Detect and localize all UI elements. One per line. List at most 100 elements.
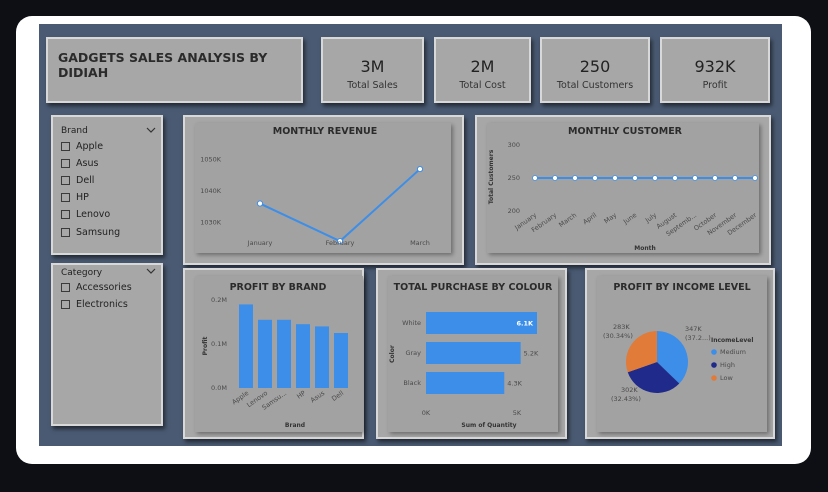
kpi-value: 932K	[694, 57, 736, 76]
profit-by-brand-chart: PROFIT BY BRAND 0.2M0.1M0.0MProfitAppleL…	[202, 282, 348, 429]
revenue-line	[259, 168, 421, 243]
profit-by-income-chart: PROFIT BY INCOME LEVEL 347K(37.2...) 283K…	[603, 282, 753, 403]
y-tick-label: 1050K	[200, 156, 222, 164]
slice-percent-label: (30.34%)	[603, 332, 633, 340]
y-tick-label: 1030K	[200, 218, 222, 226]
revenue-point	[336, 238, 344, 245]
checkbox[interactable]	[61, 193, 70, 202]
revenue-point	[256, 200, 264, 207]
dashboard-title: GADGETS SALES ANALYSIS BY DIDIAH	[58, 50, 268, 80]
customer-point	[572, 175, 578, 181]
customer-point	[732, 175, 738, 181]
purchase-by-colour-card[interactable]: TOTAL PURCHASE BY COLOUR 0K 5K Color White 6…	[376, 268, 567, 439]
slice-percent-label: (37.2...)	[685, 334, 711, 342]
chart-title: PROFIT BY BRAND	[230, 282, 327, 293]
kpi-profit[interactable]: 932K Profit	[660, 37, 770, 103]
slice-value-label: 347K	[685, 325, 702, 333]
slice-percent-label: (32.43%)	[611, 395, 641, 403]
category-label: White	[402, 319, 421, 327]
option-label: Apple	[76, 141, 104, 152]
chevron-down-icon[interactable]	[146, 266, 156, 276]
x-axis-label: Month	[634, 245, 656, 252]
brand-slicer[interactable]: Brand Apple Asus Dell HP Lenovo Samsung	[51, 115, 163, 255]
kpi-total-customers[interactable]: 250 Total Customers	[540, 37, 650, 103]
legend-label: Medium	[720, 348, 746, 356]
checkbox[interactable]	[61, 283, 70, 292]
slicer-option-dell[interactable]: Dell	[61, 175, 94, 186]
monthly-customer-chart: MONTHLY CUSTOMER 300 250 200 Total Customer…	[488, 126, 758, 252]
kpi-value: 3M	[360, 57, 385, 76]
customer-point	[612, 175, 618, 181]
legend-marker	[711, 375, 717, 381]
slice-value-label: 283K	[613, 323, 630, 331]
option-label: HP	[76, 192, 89, 203]
x-tick-label: February	[326, 239, 355, 247]
x-tick-label: HP	[295, 389, 307, 401]
x-tick-label: June	[621, 211, 638, 226]
y-tick-label: 0.1M	[211, 340, 227, 348]
option-label: Samsung	[76, 227, 121, 238]
slicer-option-electronics[interactable]: Electronics	[61, 299, 128, 310]
option-label: Lenovo	[76, 209, 111, 220]
y-tick-label: 250	[508, 174, 520, 182]
checkbox[interactable]	[61, 300, 70, 309]
data-label: 4.3K	[507, 380, 522, 388]
pie-slice	[627, 362, 680, 393]
x-axis-label: Brand	[285, 422, 305, 429]
kpi-value: 250	[579, 57, 611, 76]
kpi-label: Total Cost	[459, 80, 506, 91]
legend-marker	[711, 349, 717, 355]
kpi-total-sales[interactable]: 3M Total Sales	[321, 37, 424, 103]
profit-by-brand-card[interactable]: PROFIT BY BRAND 0.2M 0.1M 0.0M Profit Apple L…	[183, 268, 364, 439]
chevron-down-icon[interactable]	[146, 125, 156, 135]
y-axis-label: Profit	[202, 336, 209, 355]
slicer-option-samsung[interactable]: Samsung	[61, 227, 120, 238]
x-axis-label: Sum of Quantity	[461, 422, 516, 429]
y-tick-label: 300	[508, 141, 520, 149]
customer-point	[712, 175, 718, 181]
checkbox[interactable]	[61, 176, 70, 185]
y-tick-label: 0.0M	[211, 384, 227, 392]
x-tick-label: April	[581, 211, 598, 226]
profit-bar	[315, 326, 329, 388]
purchase-bar	[426, 312, 538, 334]
checkbox[interactable]	[61, 142, 70, 151]
slicer-option-accessories[interactable]: Accessories	[61, 282, 132, 293]
x-tick-label: Dell	[330, 389, 345, 403]
profit-by-income-card[interactable]: PROFIT BY INCOME LEVEL 347K (37.2...) 283K…	[585, 268, 775, 439]
chart-title: TOTAL PURCHASE BY COLOUR	[394, 282, 553, 293]
customer-point	[552, 175, 558, 181]
category-slicer[interactable]: Category Accessories Electronics	[51, 263, 163, 426]
slicer-header: Brand	[61, 126, 88, 136]
slicer-option-hp[interactable]: HP	[61, 192, 89, 203]
kpi-total-cost[interactable]: 2M Total Cost	[434, 37, 531, 103]
option-label: Accessories	[76, 282, 132, 293]
chart-title: MONTHLY CUSTOMER	[568, 126, 683, 137]
customer-point	[532, 175, 538, 181]
purchase-by-colour-chart: TOTAL PURCHASE BY COLOUR 0K 5K Color White 6…	[389, 282, 553, 429]
kpi-label: Total Sales	[347, 80, 398, 91]
monthly-revenue-card[interactable]: MONTHLY REVENUE 1050K 1040K 1030K January Fe…	[183, 115, 464, 265]
checkbox[interactable]	[61, 159, 70, 168]
purchase-bar	[426, 342, 521, 364]
kpi-value: 2M	[470, 57, 495, 76]
x-tick-label: 0K	[422, 409, 431, 417]
slicer-option-apple[interactable]: Apple	[61, 141, 103, 152]
kpi-label: Profit	[702, 80, 728, 91]
legend-label: High	[720, 361, 735, 369]
checkbox[interactable]	[61, 228, 70, 237]
monthly-revenue-chart: MONTHLY REVENUE 1050K 1040K 1030K January Fe…	[200, 126, 430, 247]
customer-point	[692, 175, 698, 181]
customer-point	[632, 175, 638, 181]
monthly-customer-card[interactable]: MONTHLY CUSTOMER 300 250 200 Total Customer…	[475, 115, 771, 265]
kpi-label: Total Customers	[556, 80, 634, 91]
revenue-point	[416, 165, 424, 173]
chart-area	[195, 123, 451, 253]
slicer-option-asus[interactable]: Asus	[61, 158, 98, 169]
checkbox[interactable]	[61, 210, 70, 219]
slicer-option-lenovo[interactable]: Lenovo	[61, 209, 110, 220]
legend-marker	[711, 362, 717, 368]
pie-slice	[626, 331, 657, 373]
chart-area	[487, 123, 759, 253]
purchase-bar	[426, 372, 505, 394]
